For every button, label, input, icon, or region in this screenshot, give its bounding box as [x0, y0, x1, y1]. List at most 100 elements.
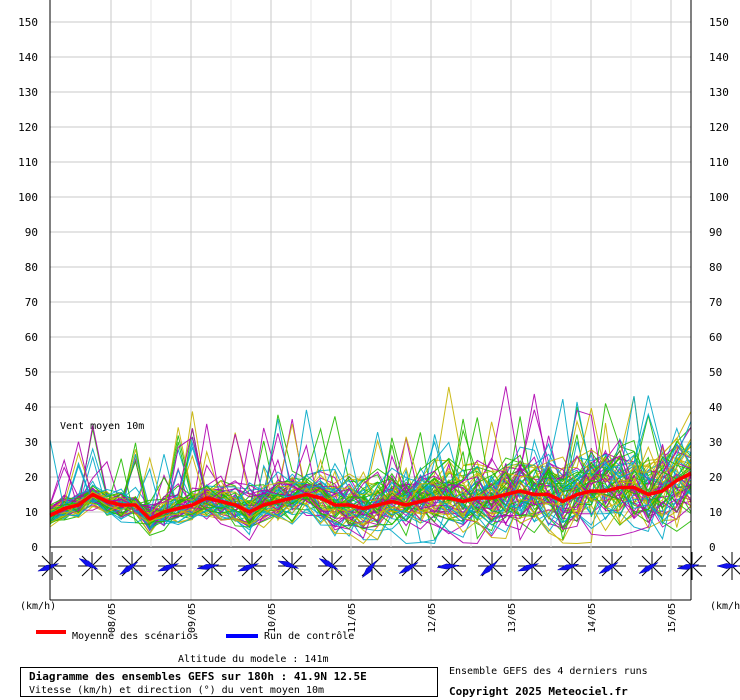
- y-tick-label-right: 70: [709, 296, 722, 309]
- wind-roses: [37, 552, 740, 580]
- rose-wedge: [598, 562, 619, 574]
- rose-wedge: [78, 558, 99, 570]
- x-date-label: 15/05: [667, 603, 678, 633]
- ensemble-line: [49, 401, 692, 535]
- y-tick-label-right: 50: [709, 366, 722, 379]
- wind-rose: [318, 552, 346, 580]
- wind-rose: [716, 552, 740, 580]
- y-tick-label-right: 80: [709, 261, 722, 274]
- wind-rose: [398, 552, 426, 580]
- y-tick-label-right: 150: [709, 16, 729, 29]
- wind-rose: [358, 552, 386, 580]
- y-tick-label-right: 30: [709, 436, 722, 449]
- ensemble-line: [49, 428, 692, 526]
- y-tick-label-left: 20: [25, 471, 38, 484]
- rose-wedge: [638, 562, 659, 574]
- x-date-label: 10/05: [267, 603, 278, 633]
- rose-wedge: [196, 564, 219, 570]
- y-tick-label-left: 60: [25, 331, 38, 344]
- legend-control-label: Run de contrôle: [264, 631, 355, 642]
- rose-wedge: [118, 561, 138, 576]
- copyright: Copyright 2025 Meteociel.fr: [449, 685, 628, 698]
- chart-title: Diagramme des ensembles GEFS sur 180h : …: [29, 670, 367, 683]
- ensemble-line: [49, 436, 692, 528]
- y-axis-ticks: 0 0 10 10 20 20 30 30 40 40 50 50 60 60 70 70 80 80 90 90 10…: [18, 16, 729, 554]
- legend-mean-label: Moyenne des scénarios: [72, 631, 199, 642]
- y-tick-label-left: 100: [18, 191, 38, 204]
- x-date-label: 14/05: [587, 603, 598, 633]
- wind-rose: [157, 552, 186, 580]
- ensemble-line: [49, 444, 692, 524]
- ensemble-line: [49, 409, 692, 526]
- wind-rose: [478, 552, 506, 580]
- rose-wedge: [157, 563, 179, 572]
- y-tick-label-right: 40: [709, 401, 722, 414]
- y-tick-label-right: 0: [709, 541, 716, 554]
- legend-swatch-control: [226, 634, 258, 638]
- y-tick-label-left: 150: [18, 16, 38, 29]
- ensemble-line: [49, 445, 692, 540]
- x-date-label: 08/05: [107, 603, 118, 633]
- y-unit-left: (km/h): [20, 601, 57, 612]
- y-tick-label-left: 130: [18, 86, 38, 99]
- wind-rose: [598, 552, 626, 580]
- y-tick-label-left: 80: [25, 261, 38, 274]
- rose-wedge: [517, 563, 539, 572]
- x-date-label: 09/05: [187, 603, 198, 633]
- y-tick-label-left: 120: [18, 121, 38, 134]
- y-tick-label-right: 60: [709, 331, 722, 344]
- y-tick-label-right: 140: [709, 51, 729, 64]
- wind-rose: [118, 552, 146, 580]
- y-tick-label-left: 110: [18, 156, 38, 169]
- rose-wedge: [398, 562, 419, 574]
- ensemble-line: [49, 410, 692, 527]
- wind-rose: [277, 552, 306, 580]
- y-tick-label-right: 110: [709, 156, 729, 169]
- rose-wedge: [237, 563, 259, 572]
- mean-line: [49, 471, 692, 521]
- legend-swatch-mean: [36, 630, 66, 634]
- altitude-label: Altitude du modele : 141m: [178, 654, 329, 665]
- y-tick-label-left: 140: [18, 51, 38, 64]
- x-date-label: 12/05: [427, 603, 438, 633]
- y-tick-label-right: 20: [709, 471, 722, 484]
- wind-rose: [436, 552, 466, 580]
- series-label: Vent moyen 10m: [60, 421, 145, 432]
- wind-rose: [196, 552, 226, 580]
- x-date-label: 13/05: [507, 603, 518, 633]
- x-axis-dates: 08/05 09/05 10/05 11/05 12/05 13/05 14/05 15/05: [107, 603, 678, 633]
- ensemble-members: [49, 386, 692, 545]
- rose-wedge: [318, 558, 339, 570]
- y-tick-label-left: 40: [25, 401, 38, 414]
- rose-wedge: [361, 560, 377, 579]
- rose-wedge: [676, 564, 699, 570]
- x-date-label: 11/05: [347, 603, 358, 633]
- wind-rose: [78, 552, 106, 580]
- title-box: Diagramme des ensembles GEFS sur 180h : …: [20, 667, 438, 697]
- y-tick-label-left: 90: [25, 226, 38, 239]
- wind-rose: [556, 552, 586, 580]
- ensemble-line: [49, 403, 692, 523]
- wind-rose: [517, 552, 546, 580]
- wind-rose: [237, 552, 266, 580]
- ensemble-note: Ensemble GEFS des 4 derniers runs: [449, 666, 648, 677]
- rose-wedge: [277, 560, 299, 569]
- y-tick-label-left: 50: [25, 366, 38, 379]
- rose-wedge: [556, 563, 579, 571]
- y-tick-label-left: 30: [25, 436, 38, 449]
- y-tick-label-right: 90: [709, 226, 722, 239]
- y-tick-label-left: 0: [31, 541, 38, 554]
- wind-rose: [676, 552, 706, 580]
- wind-rose: [37, 552, 66, 580]
- chart-subtitle: Vitesse (km/h) et direction (°) du vent …: [29, 685, 325, 696]
- ensemble-line: [49, 439, 692, 526]
- wind-rose: [638, 552, 666, 580]
- rose-wedge: [716, 563, 740, 569]
- rose-wedge: [479, 561, 498, 577]
- y-tick-label-right: 120: [709, 121, 729, 134]
- y-tick-label-right: 130: [709, 86, 729, 99]
- rose-wedge: [37, 563, 59, 572]
- y-tick-label-left: 70: [25, 296, 38, 309]
- y-tick-label-right: 10: [709, 506, 722, 519]
